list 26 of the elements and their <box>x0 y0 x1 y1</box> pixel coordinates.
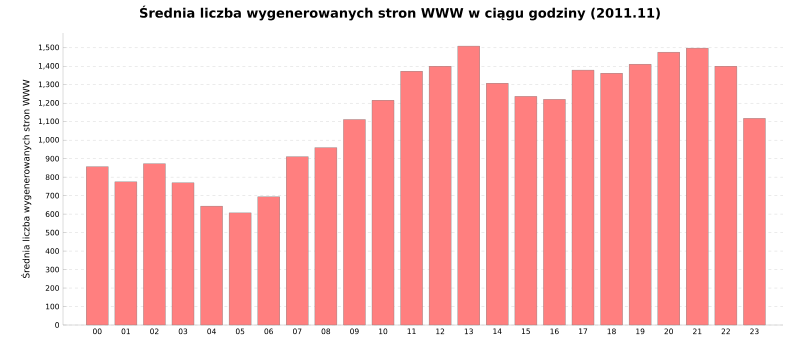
bar <box>200 206 223 326</box>
bar <box>400 71 423 326</box>
bar <box>543 99 566 326</box>
bar <box>658 52 680 326</box>
bar <box>458 46 480 326</box>
bar <box>343 119 366 326</box>
bar <box>314 147 338 326</box>
bar <box>228 212 252 326</box>
bar <box>486 83 508 326</box>
bar <box>628 64 652 326</box>
bar <box>114 182 138 326</box>
bar <box>258 196 280 326</box>
bar <box>600 73 623 326</box>
bar <box>743 118 766 326</box>
bar <box>286 156 308 326</box>
bar <box>514 96 538 326</box>
chart-title: Średnia liczba wygenerowanych stron WWW w ciągu godziny (2011.11) <box>140 6 660 20</box>
bar <box>686 48 708 326</box>
y-axis-title: Średnia liczba wygenerowanych stron WWW <box>21 80 32 278</box>
bar <box>143 163 166 326</box>
bar <box>372 100 394 326</box>
bar <box>172 182 194 326</box>
bar <box>714 66 738 326</box>
bar <box>86 166 108 326</box>
bar <box>428 66 452 326</box>
bar <box>572 70 594 326</box>
